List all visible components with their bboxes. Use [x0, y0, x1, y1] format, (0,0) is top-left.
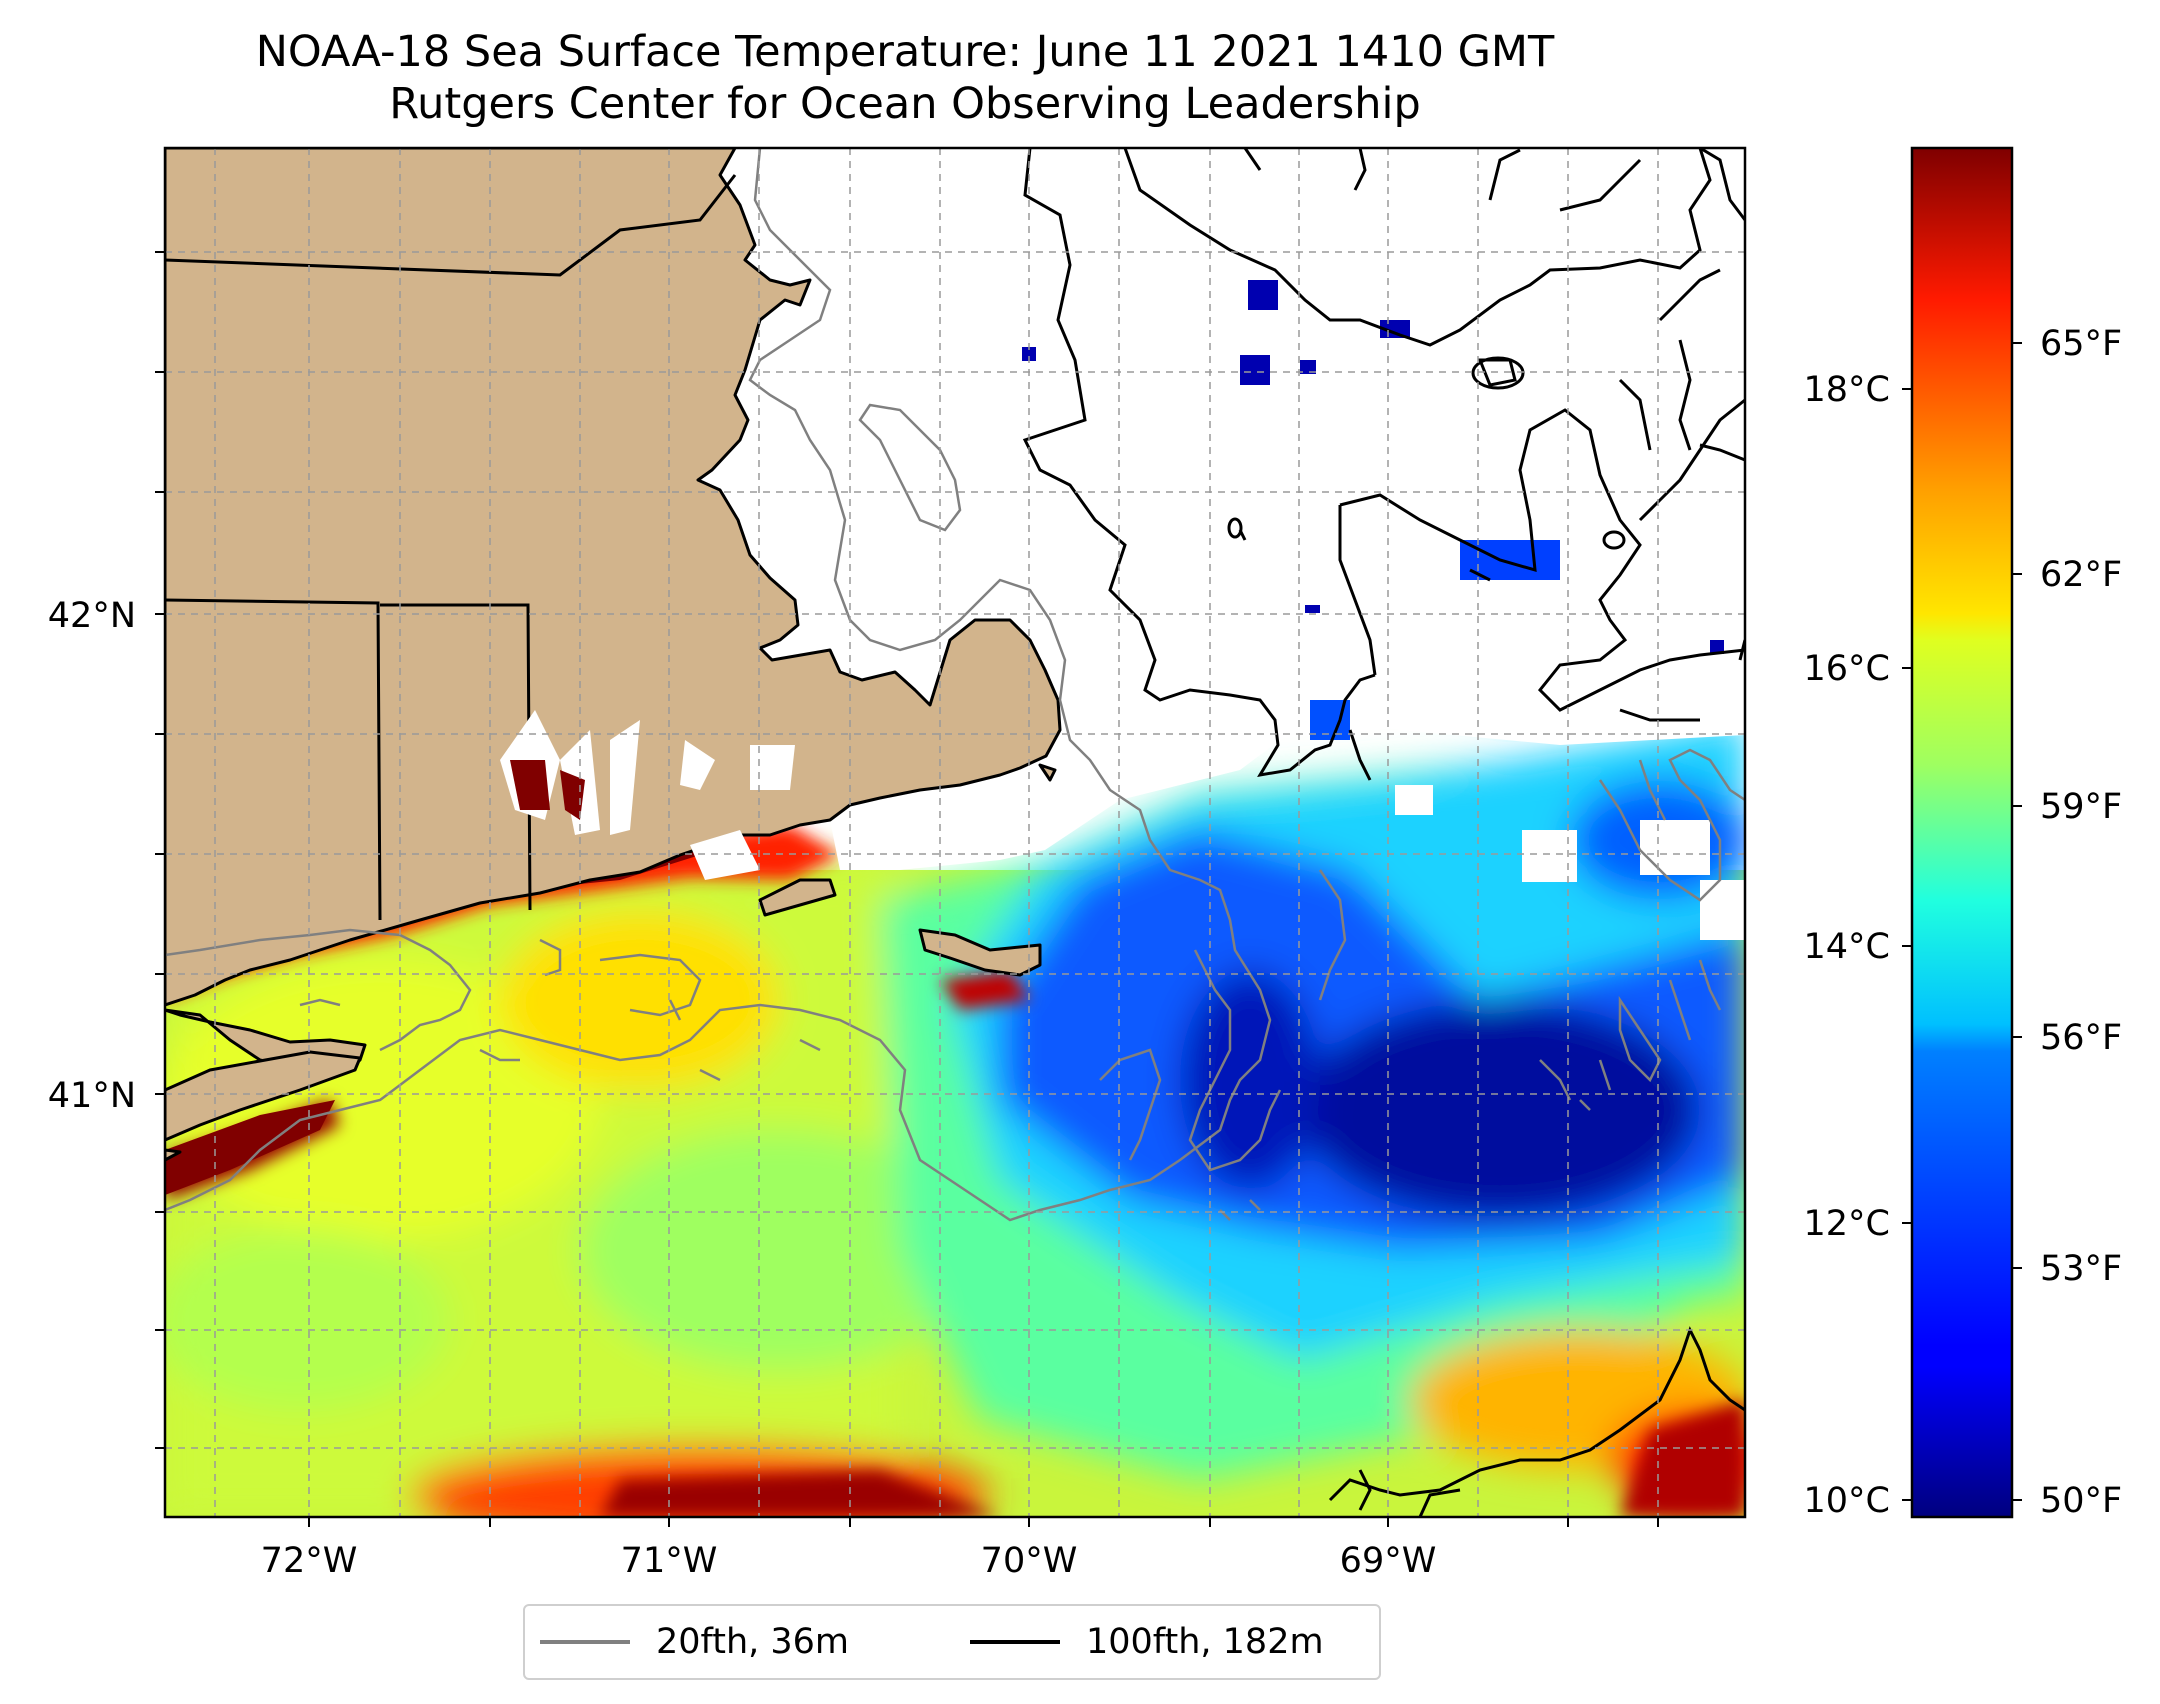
colorbar-celsius-ticks — [1902, 388, 1912, 1501]
chart-title: NOAA-18 Sea Surface Temperature: June 11… — [255, 27, 1555, 77]
colorbar-label-56f: 56°F — [2040, 1018, 2122, 1058]
legend-label-100fth: 100fth, 182m — [1086, 1622, 1324, 1662]
colorbar-fahrenheit-ticks — [2012, 342, 2022, 1501]
colorbar-label-65f: 65°F — [2040, 324, 2122, 364]
axis-ticks — [155, 251, 1659, 1527]
map-frame — [163, 146, 1747, 1519]
lon-label-69w: 69°W — [1340, 1541, 1437, 1581]
colorbar-label-10c: 10°C — [1804, 1481, 1890, 1521]
colorbar-label-14c: 14°C — [1804, 927, 1890, 967]
map-area — [165, 148, 1745, 1517]
lat-label-42n: 42°N — [48, 596, 136, 636]
colorbar-label-18c: 18°C — [1804, 370, 1890, 410]
legend-item-100fth: 100fth, 182m — [970, 1606, 1324, 1678]
chart-subtitle: Rutgers Center for Ocean Observing Leade… — [389, 79, 1421, 129]
legend-swatch-20fth — [540, 1640, 630, 1644]
isobath-100fth — [1022, 148, 1745, 1517]
colorbar — [1910, 146, 2014, 1519]
isobath-20fth — [165, 148, 1745, 1222]
lon-label-70w: 70°W — [981, 1541, 1078, 1581]
sst-hot-estuary — [510, 760, 585, 820]
colorbar-label-50f: 50°F — [2040, 1481, 2122, 1521]
gridlines — [165, 148, 1745, 1517]
colorbar-label-12c: 12°C — [1804, 1204, 1890, 1244]
legend-label-20fth: 20fth, 36m — [656, 1622, 850, 1662]
colorbar-label-59f: 59°F — [2040, 787, 2122, 827]
legend-swatch-100fth — [970, 1640, 1060, 1644]
lat-label-41n: 41°N — [48, 1076, 136, 1116]
sst-hot-band — [165, 1100, 335, 1195]
colorbar-label-62f: 62°F — [2040, 555, 2122, 595]
legend: 20fth, 36m 100fth, 182m — [523, 1604, 1381, 1680]
legend-item-20fth: 20fth, 36m — [540, 1606, 849, 1678]
lon-label-72w: 72°W — [261, 1541, 358, 1581]
lon-label-71w: 71°W — [621, 1541, 718, 1581]
land-mass — [165, 148, 1062, 1162]
colorbar-label-16c: 16°C — [1804, 649, 1890, 689]
colorbar-label-53f: 53°F — [2040, 1249, 2122, 1289]
